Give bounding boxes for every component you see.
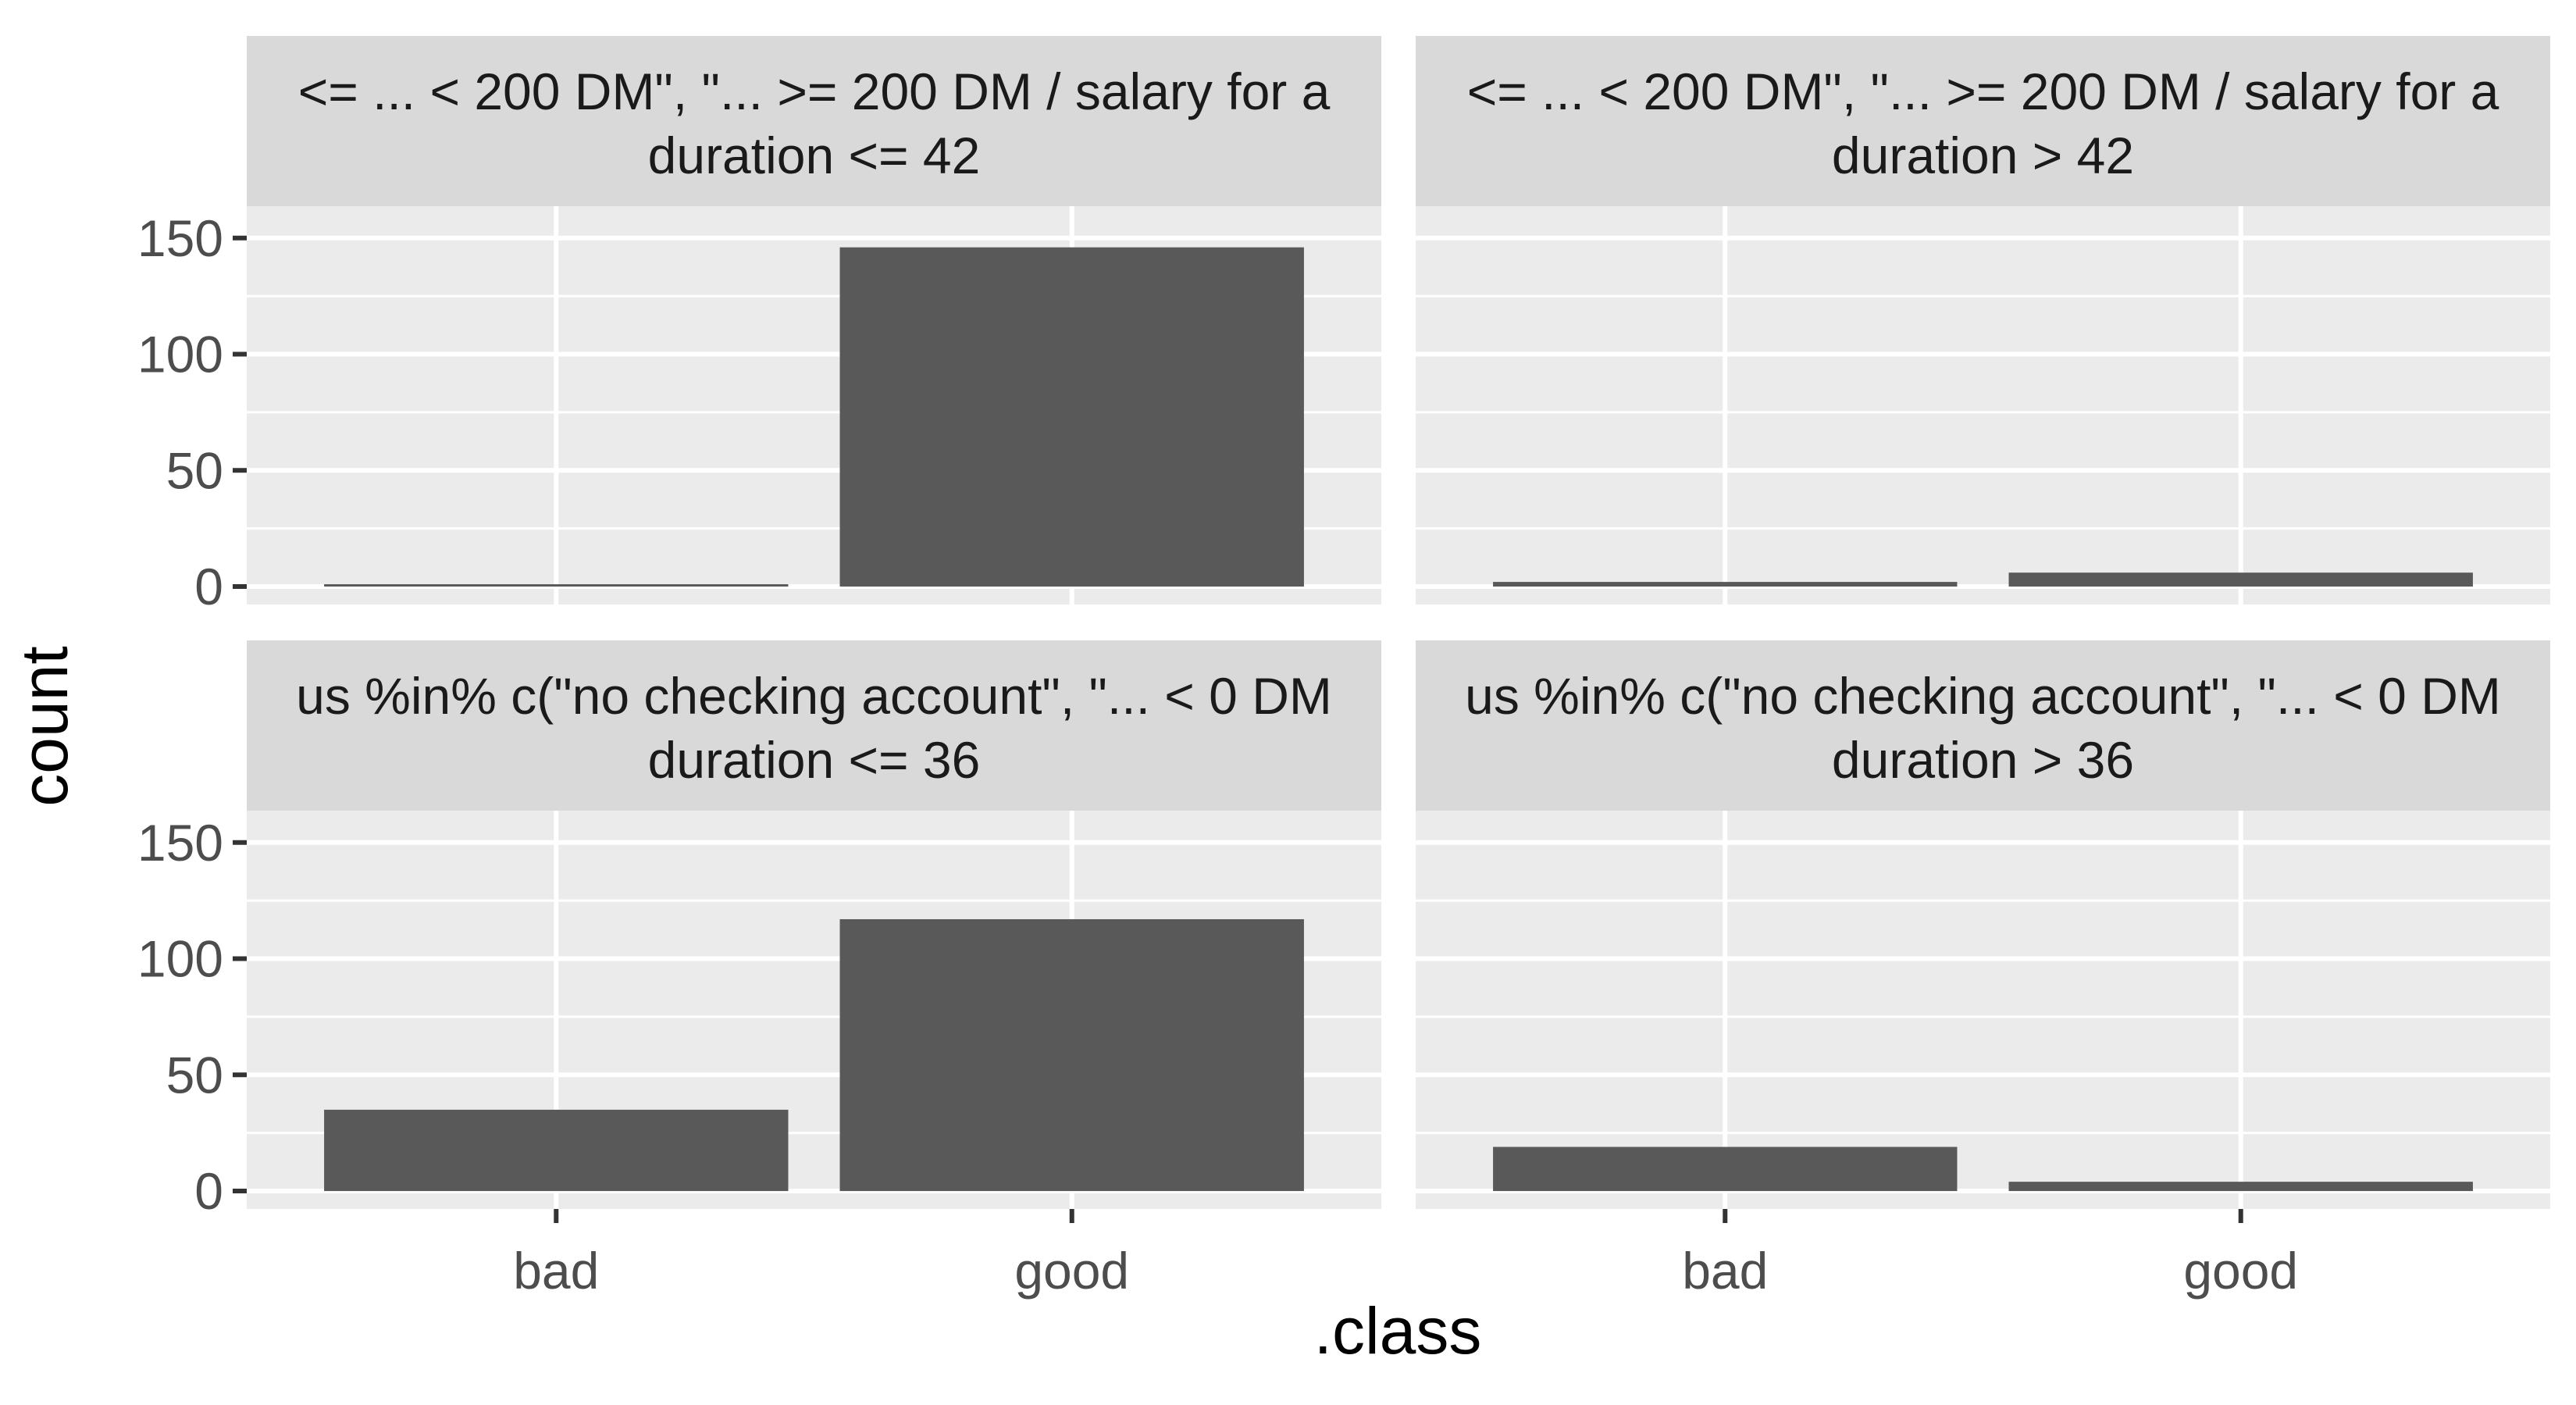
strip-label-line1: <= ... < 200 DM", "... >= 200 DM / salar… — [1467, 62, 2499, 120]
bar-good — [2008, 1182, 2473, 1192]
facet-panel-2: <= ... < 200 DM", "... >= 200 DM / salar… — [1416, 36, 2550, 604]
strip-background — [247, 36, 1381, 206]
bar-good — [839, 918, 1304, 1192]
x-tick-label: good — [1014, 1242, 1129, 1300]
panel-background — [1416, 206, 2550, 604]
strip-label-line2: duration <= 36 — [648, 731, 981, 789]
y-axis-title: count — [8, 646, 81, 807]
strip-label-line1: us %in% c("no checking account", "... < … — [296, 667, 1332, 725]
strip-label-group: us %in% c("no checking account", "... < … — [1465, 667, 2501, 789]
strip-background — [247, 640, 1381, 811]
strip-label-line1: us %in% c("no checking account", "... < … — [1465, 667, 2501, 725]
strip-background — [1416, 36, 2550, 206]
y-tick-label: 0 — [194, 558, 223, 615]
bar-bad — [1493, 1146, 1958, 1192]
y-tick-label: 0 — [194, 1162, 223, 1220]
bar-bad — [1493, 582, 1958, 587]
y-tick-label: 100 — [137, 326, 223, 383]
bar-bad — [324, 1109, 789, 1192]
x-tick-label: bad — [513, 1242, 599, 1300]
bar-bad — [324, 584, 789, 587]
y-tick-label: 150 — [137, 209, 223, 267]
bar-good — [839, 247, 1304, 587]
strip-label-line2: duration > 36 — [1832, 731, 2134, 789]
y-tick-label: 50 — [166, 1046, 223, 1104]
y-tick-label: 50 — [166, 441, 223, 499]
x-axis-title: .class — [1314, 1294, 1482, 1368]
panel-background — [1416, 811, 2550, 1209]
strip-label-group: us %in% c("no checking account", "... < … — [296, 667, 1332, 789]
strip-background — [1416, 640, 2550, 811]
strip-label-line2: duration > 42 — [1832, 127, 2134, 184]
strip-label-group: <= ... < 200 DM", "... >= 200 DM / salar… — [298, 62, 1331, 184]
facet-panel-3: us %in% c("no checking account", "... < … — [137, 640, 1381, 1300]
facet-panel-4: us %in% c("no checking account", "... < … — [1416, 640, 2550, 1300]
y-tick-label: 100 — [137, 930, 223, 988]
y-tick-label: 150 — [137, 814, 223, 872]
x-tick-label: bad — [1682, 1242, 1768, 1300]
bar-good — [2008, 572, 2473, 587]
strip-label-line2: duration <= 42 — [648, 127, 981, 184]
strip-label-line1: <= ... < 200 DM", "... >= 200 DM / salar… — [298, 62, 1331, 120]
strip-label-group: <= ... < 200 DM", "... >= 200 DM / salar… — [1467, 62, 2499, 184]
facet-panel-1: <= ... < 200 DM", "... >= 200 DM / salar… — [137, 36, 1381, 615]
x-tick-label: good — [2183, 1242, 2298, 1300]
